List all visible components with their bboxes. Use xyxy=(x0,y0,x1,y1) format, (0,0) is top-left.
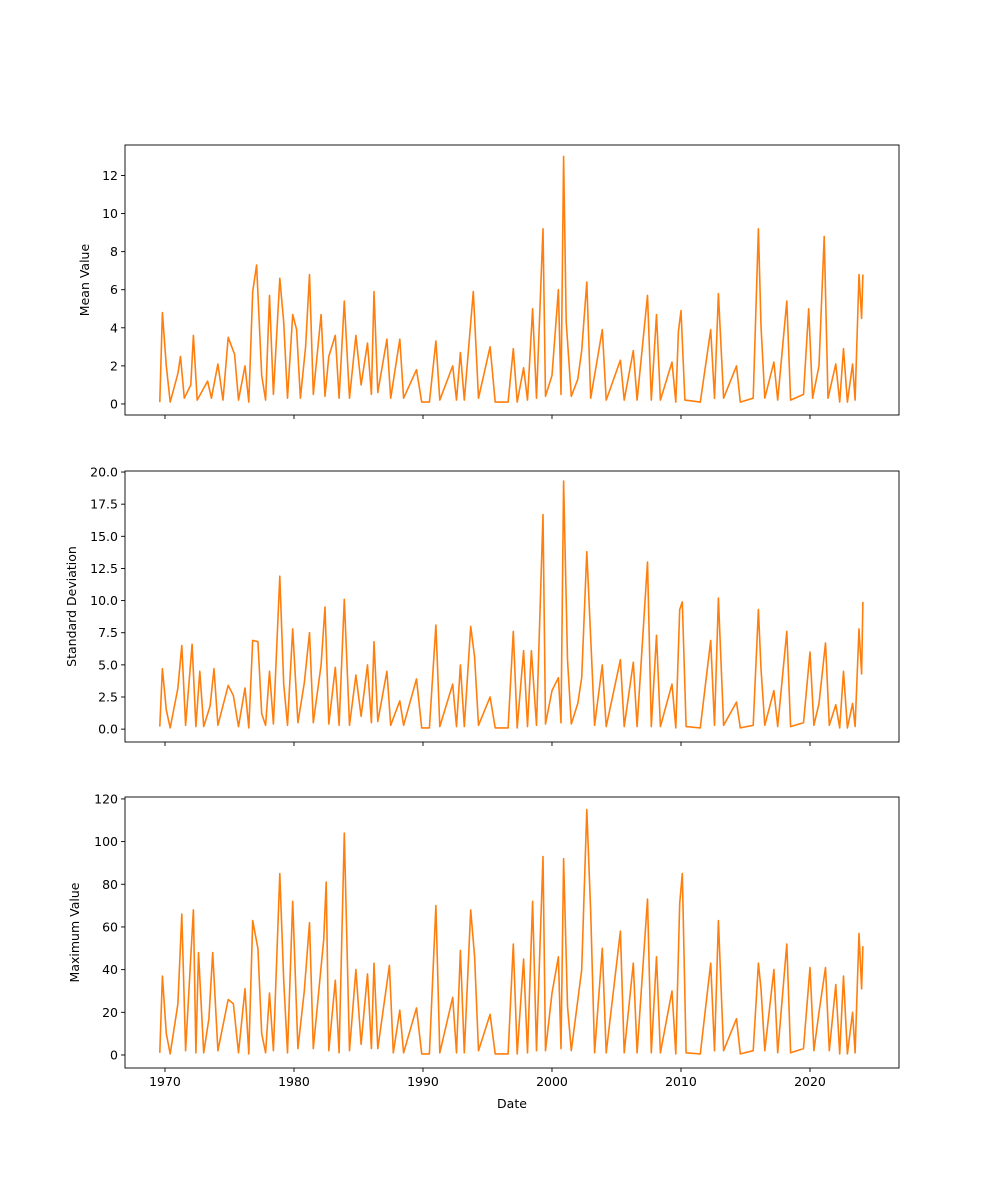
series-line xyxy=(159,480,864,729)
y-tick-label: 120 xyxy=(94,791,118,806)
y-tick-label: 12.5 xyxy=(90,561,118,576)
axes-frame xyxy=(124,796,900,1069)
y-tick-label: 6 xyxy=(110,282,118,297)
y-tick-label: 5.0 xyxy=(98,657,118,672)
y-tick-label: 10 xyxy=(102,206,118,221)
x-tick-label: 2010 xyxy=(665,1074,697,1089)
x-tick-label: 1970 xyxy=(149,1074,181,1089)
y-tick-label: 0 xyxy=(110,396,118,411)
y-tick-label: 100 xyxy=(94,834,118,849)
y-axis-label: Standard Deviation xyxy=(64,546,79,667)
axes-frame xyxy=(124,144,900,416)
x-tick-label: 2000 xyxy=(536,1074,568,1089)
series-line xyxy=(159,155,864,403)
y-tick-label: 4 xyxy=(110,320,118,335)
y-tick-label: 12 xyxy=(102,168,118,183)
y-tick-label: 20 xyxy=(102,1005,118,1020)
x-tick-label: 2020 xyxy=(794,1074,826,1089)
y-tick-label: 20.0 xyxy=(90,465,118,480)
y-tick-label: 8 xyxy=(110,244,118,259)
x-tick-label: 1990 xyxy=(407,1074,439,1089)
y-tick-label: 0.0 xyxy=(98,722,118,737)
y-tick-label: 17.5 xyxy=(90,497,118,512)
y-tick-label: 15.0 xyxy=(90,529,118,544)
axes-frame xyxy=(124,470,900,743)
y-tick-label: 80 xyxy=(102,877,118,892)
subplot-3: 0 20 40 60 80 100 120 1970 1980 1990 2000 2010 2020 M… xyxy=(67,791,900,1089)
y-tick-label: 60 xyxy=(102,919,118,934)
subplot-1: 0 2 4 6 8 10 12 Mean Value xyxy=(77,144,900,419)
y-axis-label: Mean Value xyxy=(77,244,92,317)
subplot-2: 0.0 2.5 5.0 7.5 10.0 12.5 15.0 17.5 20.0 Standard… xyxy=(64,465,900,746)
y-tick-label: 10.0 xyxy=(90,593,118,608)
x-axis-label: Date xyxy=(497,1096,527,1111)
y-tick-label: 2 xyxy=(110,358,118,373)
y-tick-label: 40 xyxy=(102,962,118,977)
y-tick-label: 2.5 xyxy=(98,690,118,705)
y-axis-label: Maximum Value xyxy=(67,882,82,982)
x-tick-label: 1980 xyxy=(278,1074,310,1089)
series-line xyxy=(159,808,864,1055)
y-tick-label: 0 xyxy=(110,1047,118,1062)
y-tick-label: 7.5 xyxy=(98,625,118,640)
